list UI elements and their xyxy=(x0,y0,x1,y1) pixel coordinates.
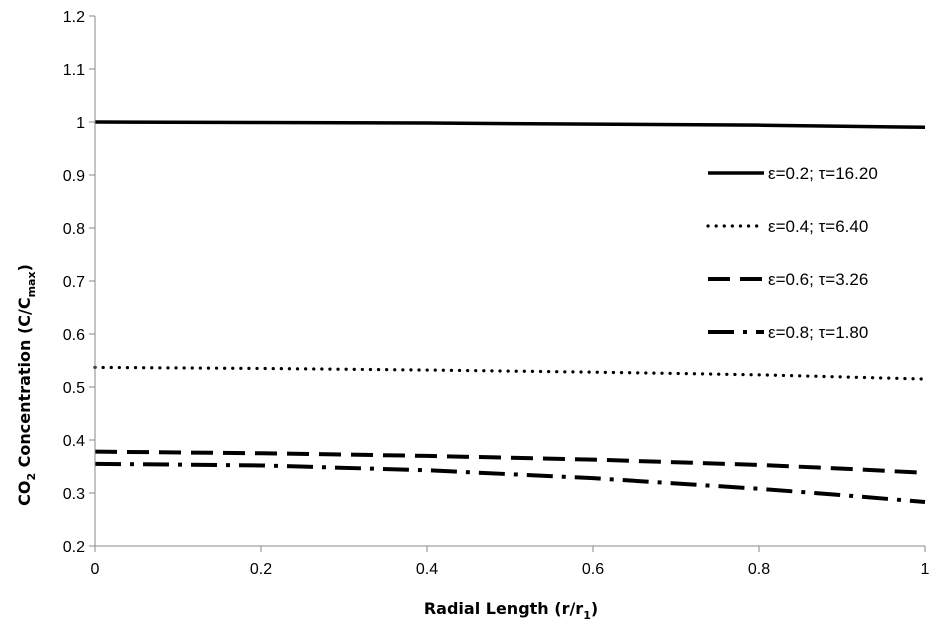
y-tick-label: 0.5 xyxy=(63,380,85,397)
legend: ε=0.2; τ=16.20 ε=0.4; τ=6.40 ε=0.6; τ=3.26… xyxy=(706,164,878,342)
x-tick-label: 1 xyxy=(921,561,930,578)
x-axis-title-main: Radial Length (r/r xyxy=(424,599,583,618)
y-tick-label: 1 xyxy=(76,115,85,132)
x-tick-label: 0.6 xyxy=(582,561,604,578)
series-line-2 xyxy=(93,365,927,381)
legend-label: ε=0.2; τ=16.20 xyxy=(768,164,878,183)
x-axis-ticks: 0 0.2 0.4 0.6 0.8 1 xyxy=(91,546,930,578)
legend-item: ε=0.4; τ=6.40 xyxy=(706,217,868,236)
series-line-1 xyxy=(94,120,926,130)
y-axis-title: CO2 Concentration (C/Cmax) xyxy=(15,264,38,506)
series-line-3 xyxy=(94,449,926,475)
x-tick-label: 0.8 xyxy=(748,561,770,578)
y-tick-label: 0.9 xyxy=(63,168,85,185)
y-tick-label: 0.8 xyxy=(63,221,85,238)
x-tick-label: 0 xyxy=(91,561,100,578)
y-axis-title-sub1: 2 xyxy=(25,473,38,481)
legend-item: ε=0.8; τ=1.80 xyxy=(708,323,868,342)
series-lines xyxy=(93,120,927,505)
y-tick-label: 0.6 xyxy=(63,327,85,344)
y-tick-label: 1.2 xyxy=(63,9,85,26)
y-axis-ticks: 0.2 0.3 0.4 0.5 0.6 0.7 0.8 0.9 1 1.1 1.2 xyxy=(63,9,95,556)
y-tick-label: 0.2 xyxy=(63,539,85,556)
y-tick-label: 0.7 xyxy=(63,274,85,291)
legend-label: ε=0.6; τ=3.26 xyxy=(768,270,868,289)
legend-label: ε=0.4; τ=6.40 xyxy=(768,217,868,236)
x-axis-title-sub: 1 xyxy=(583,609,591,622)
series-line-4 xyxy=(94,461,926,505)
legend-item: ε=0.2; τ=16.20 xyxy=(708,164,878,183)
y-axis-title-pre: CO xyxy=(15,481,34,506)
y-axis-title-mid: Concentration (C/C xyxy=(15,297,34,472)
y-axis-title-end: ) xyxy=(15,264,34,271)
legend-item: ε=0.6; τ=3.26 xyxy=(708,270,868,289)
y-tick-label: 0.4 xyxy=(63,433,85,450)
x-axis-title-end: ) xyxy=(591,599,598,618)
y-axis-title-sub2: max xyxy=(25,271,38,297)
x-tick-label: 0.2 xyxy=(250,561,272,578)
x-tick-label: 0.4 xyxy=(416,561,438,578)
x-axis-title: Radial Length (r/r1) xyxy=(424,599,598,622)
y-tick-label: 1.1 xyxy=(63,62,85,79)
legend-label: ε=0.8; τ=1.80 xyxy=(768,323,868,342)
plot-area: 0.20.30.40.50.60.70.80.911.11.2 0 0.2 0.4 0… xyxy=(63,9,930,578)
y-tick-label: 0.3 xyxy=(63,486,85,503)
